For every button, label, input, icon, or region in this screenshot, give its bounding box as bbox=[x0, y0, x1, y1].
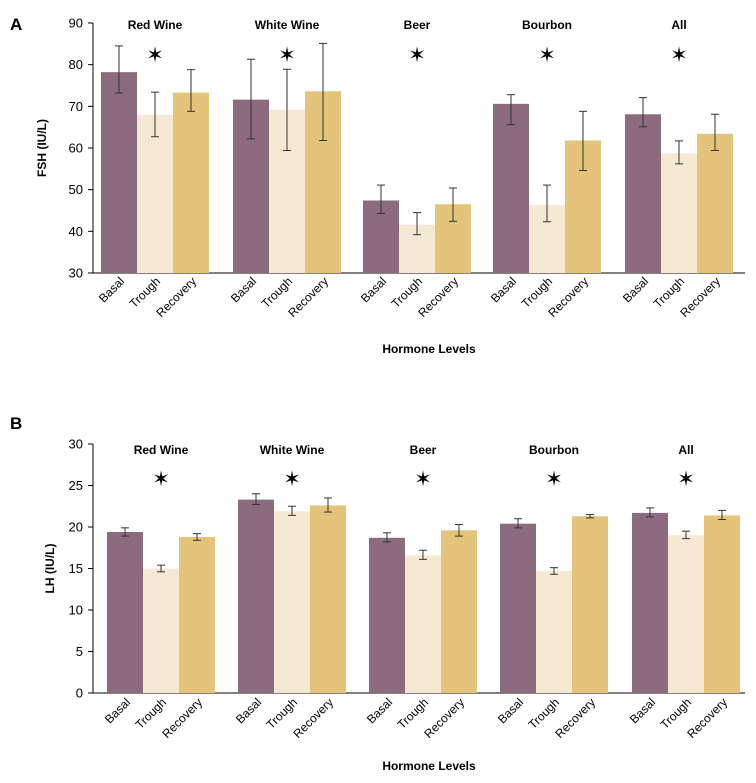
group-title: White Wine bbox=[255, 18, 320, 32]
panel-label: A bbox=[10, 15, 22, 34]
y-axis-title: LH (IU/L) bbox=[43, 544, 57, 594]
bar-basal bbox=[493, 103, 529, 273]
x-tick-label: Recovery bbox=[415, 274, 461, 320]
y-tick-label: 90 bbox=[69, 16, 83, 31]
y-tick-label: 20 bbox=[69, 520, 83, 535]
significance-star: ✶ bbox=[146, 44, 164, 67]
bar-recovery bbox=[173, 92, 209, 273]
x-tick-label: Basal bbox=[96, 274, 127, 305]
group-title: Beer bbox=[404, 18, 431, 32]
x-axis-title: Hormone Levels bbox=[382, 759, 476, 773]
y-tick-label: 5 bbox=[76, 644, 83, 659]
group-title: Red Wine bbox=[134, 443, 189, 457]
significance-star: ✶ bbox=[278, 44, 296, 67]
group-title: Red Wine bbox=[128, 18, 183, 32]
significance-star: ✶ bbox=[545, 468, 563, 491]
bar-basal bbox=[369, 537, 405, 693]
bar-recovery bbox=[310, 505, 346, 693]
panel-label: B bbox=[10, 414, 22, 433]
x-tick-label: Recovery bbox=[552, 695, 598, 741]
x-tick-label: Basal bbox=[620, 274, 651, 305]
y-tick-label: 30 bbox=[69, 266, 83, 281]
x-tick-label: Basal bbox=[364, 695, 395, 726]
x-tick-label: Recovery bbox=[290, 695, 336, 741]
x-tick-label: Recovery bbox=[421, 695, 467, 741]
group-title: Beer bbox=[410, 443, 437, 457]
bar-recovery bbox=[179, 536, 215, 693]
x-tick-label: Recovery bbox=[285, 274, 331, 320]
y-tick-label: 10 bbox=[69, 603, 83, 618]
group-title: Bourbon bbox=[529, 443, 579, 457]
bar-basal bbox=[238, 499, 274, 693]
group-title: Bourbon bbox=[522, 18, 572, 32]
bar-basal bbox=[107, 531, 143, 693]
group-title: White Wine bbox=[260, 443, 325, 457]
x-axis-title: Hormone Levels bbox=[382, 342, 476, 356]
significance-star: ✶ bbox=[677, 468, 695, 491]
significance-star: ✶ bbox=[283, 468, 301, 491]
significance-star: ✶ bbox=[152, 468, 170, 491]
bar-basal bbox=[101, 72, 137, 274]
y-tick-label: 0 bbox=[76, 686, 83, 701]
bar-trough bbox=[536, 570, 572, 693]
significance-star: ✶ bbox=[414, 468, 432, 491]
group-title: All bbox=[671, 18, 686, 32]
x-tick-label: Basal bbox=[233, 695, 264, 726]
bar-trough bbox=[143, 568, 179, 693]
y-tick-label: 15 bbox=[69, 561, 83, 576]
bar-trough bbox=[668, 535, 704, 693]
bar-recovery bbox=[572, 516, 608, 693]
bar-trough bbox=[137, 114, 173, 274]
x-tick-label: Basal bbox=[358, 274, 389, 305]
bar-recovery bbox=[441, 530, 477, 693]
x-tick-label: Basal bbox=[495, 695, 526, 726]
significance-star: ✶ bbox=[408, 44, 426, 67]
bar-trough bbox=[661, 153, 697, 273]
y-axis-title: FSH (IU/L) bbox=[35, 119, 49, 177]
significance-star: ✶ bbox=[670, 44, 688, 67]
y-tick-label: 40 bbox=[69, 224, 83, 239]
x-tick-label: Basal bbox=[488, 274, 519, 305]
group-title: All bbox=[678, 443, 693, 457]
y-tick-label: 80 bbox=[69, 57, 83, 72]
x-tick-label: Recovery bbox=[153, 274, 199, 320]
bar-basal bbox=[500, 523, 536, 693]
bar-basal bbox=[625, 114, 661, 273]
bar-recovery bbox=[704, 515, 740, 693]
y-tick-label: 60 bbox=[69, 141, 83, 156]
significance-star: ✶ bbox=[538, 44, 556, 67]
bar-basal bbox=[632, 512, 668, 693]
x-tick-label: Recovery bbox=[545, 274, 591, 320]
y-tick-label: 25 bbox=[69, 478, 83, 493]
x-tick-label: Recovery bbox=[159, 695, 205, 741]
y-tick-label: 30 bbox=[69, 437, 83, 452]
x-tick-label: Recovery bbox=[684, 695, 730, 741]
bar-trough bbox=[405, 555, 441, 693]
bar-trough bbox=[274, 511, 310, 693]
bar-recovery bbox=[697, 133, 733, 273]
x-tick-label: Recovery bbox=[677, 274, 723, 320]
x-tick-label: Basal bbox=[102, 695, 133, 726]
x-tick-label: Basal bbox=[627, 695, 658, 726]
y-tick-label: 70 bbox=[69, 99, 83, 114]
x-tick-label: Basal bbox=[228, 274, 259, 305]
y-tick-label: 50 bbox=[69, 182, 83, 197]
